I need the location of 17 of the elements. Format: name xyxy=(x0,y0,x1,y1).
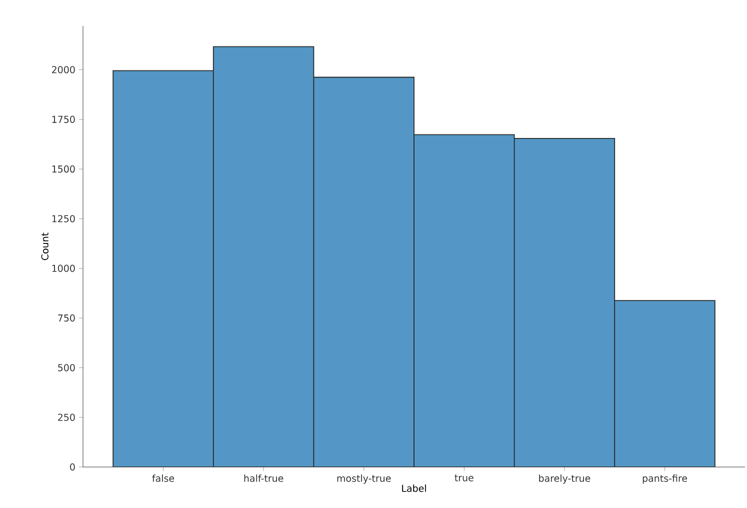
x-tick-label: mostly-true xyxy=(337,474,391,484)
y-axis-title: Count xyxy=(41,232,48,260)
x-tick-label: pants-fire xyxy=(642,474,688,484)
x-tick-label: half-true xyxy=(244,474,284,482)
y-tick-label: 1000 xyxy=(52,264,75,272)
y-tick-label: 1500 xyxy=(52,165,75,173)
y-tick-label: 500 xyxy=(58,364,75,372)
y-tick-label: 1250 xyxy=(52,215,75,222)
y-tick-label: 2000 xyxy=(52,66,75,74)
y-tick-label: 750 xyxy=(58,314,75,322)
y-tick-label: 250 xyxy=(58,414,75,421)
x-tick-label: barely-true xyxy=(539,474,590,484)
y-tick-label: 0 xyxy=(70,463,75,471)
x-tick-label: true xyxy=(454,474,474,482)
x-axis-title: Label xyxy=(402,484,426,492)
y-tick-label: 1750 xyxy=(52,116,75,123)
x-tick-label: false xyxy=(152,474,174,482)
